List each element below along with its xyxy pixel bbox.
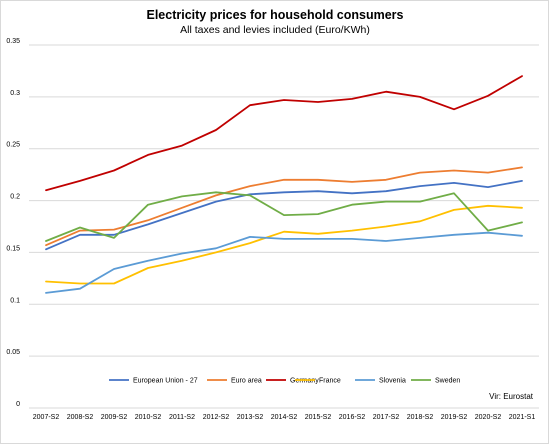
x-tick-label: 2018-S2 — [407, 414, 434, 421]
series-line-4 — [45, 204, 523, 285]
gridlines — [29, 44, 539, 409]
y-tick-label: 0.35 — [6, 38, 20, 45]
x-axis-ticks: 2007-S2 2008-S2 2009-S2 2010-S2 2011-S2 2012-… — [33, 414, 536, 421]
legend-label: Sweden — [435, 378, 460, 385]
series-line-5 — [45, 231, 523, 294]
x-tick-label: 2012-S2 — [203, 414, 230, 421]
series-line-3 — [45, 75, 523, 192]
x-tick-label: 2016-S2 — [339, 414, 366, 421]
source-note: Vir: Eurostat — [489, 392, 534, 401]
legend-label: Slovenia — [379, 378, 406, 385]
x-tick-label: 2015-S2 — [305, 414, 332, 421]
y-tick-label: 0.2 — [10, 194, 20, 201]
y-tick-label: 0.3 — [10, 90, 20, 97]
y-tick-label: 0.15 — [6, 245, 20, 252]
y-axis-ticks: 0 0.05 0.1 0.15 0.2 0.25 0.3 0.35 — [6, 38, 20, 408]
x-tick-label: 2011-S2 — [169, 414, 195, 421]
x-tick-label: 2021-S1 — [509, 414, 536, 421]
chart-title: Electricity prices for household consume… — [146, 8, 403, 22]
x-tick-label: 2007-S2 — [33, 414, 60, 421]
y-tick-label: 0.25 — [6, 142, 20, 149]
legend: European Union - 27 Euro area Germany Franc… — [109, 378, 460, 385]
series-line-6 — [45, 191, 523, 242]
x-tick-label: 2008-S2 — [67, 414, 94, 421]
x-tick-label: 2013-S2 — [237, 414, 264, 421]
y-tick-label: 0.05 — [6, 349, 20, 356]
y-tick-label: 0 — [16, 401, 20, 408]
chart-subtitle: All taxes and levies included (Euro/KWh) — [180, 24, 370, 36]
x-tick-label: 2020-S2 — [475, 414, 502, 421]
legend-label: European Union - 27 — [133, 378, 198, 385]
legend-label: France — [319, 378, 341, 385]
x-tick-label: 2017-S2 — [373, 414, 400, 421]
legend-label: Euro area — [231, 378, 262, 385]
y-tick-label: 0.1 — [10, 297, 20, 304]
legend-label: Germany — [290, 378, 319, 385]
x-tick-label: 2014-S2 — [271, 414, 298, 421]
series-lines — [45, 75, 523, 294]
series-line-1 — [45, 179, 523, 251]
x-tick-label: 2010-S2 — [135, 414, 162, 421]
x-tick-label: 2009-S2 — [101, 414, 128, 421]
x-tick-label: 2019-S2 — [441, 414, 468, 421]
